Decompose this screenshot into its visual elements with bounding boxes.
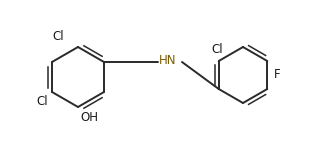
Text: F: F [274,67,281,80]
Text: Cl: Cl [211,43,223,56]
Text: HN: HN [159,55,177,67]
Text: OH: OH [80,111,98,124]
Text: Cl: Cl [52,30,64,43]
Text: Cl: Cl [36,95,48,108]
